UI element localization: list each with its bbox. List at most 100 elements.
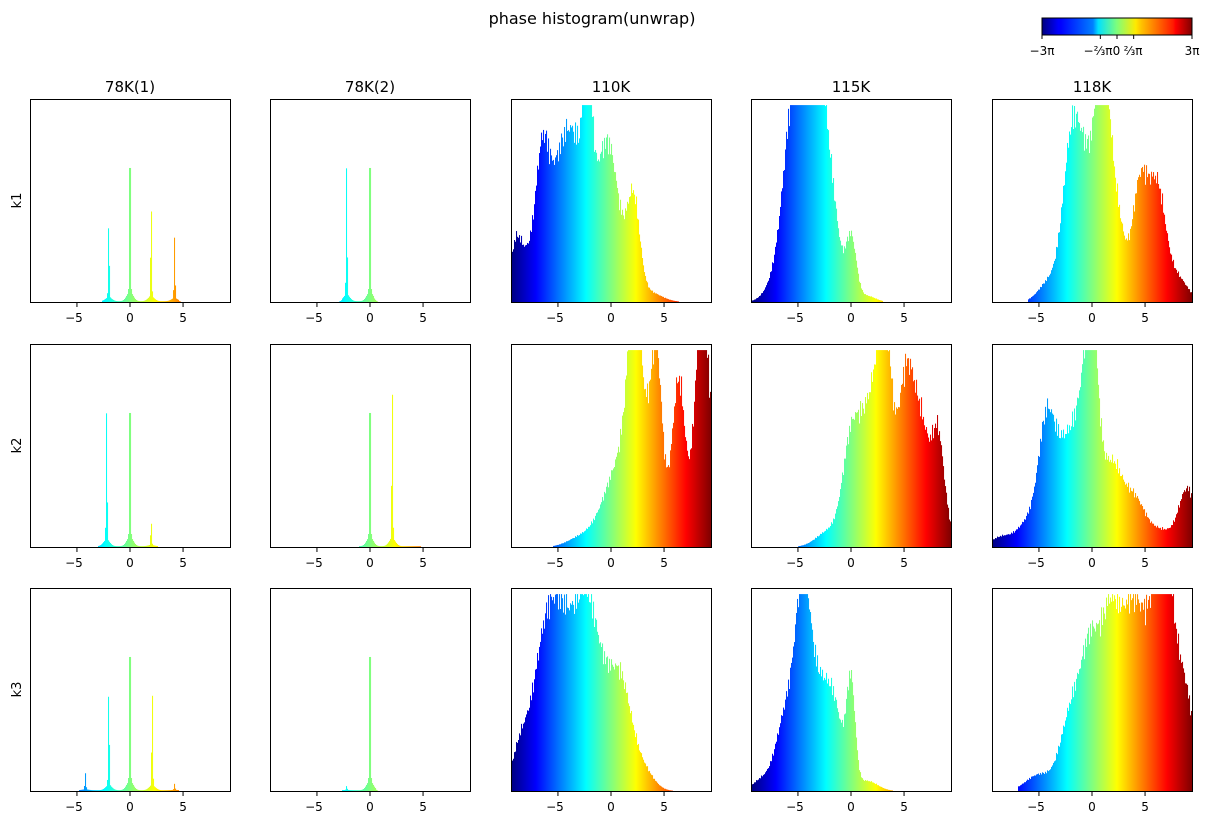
histogram-bin [627, 692, 629, 791]
histogram-bin [1174, 623, 1176, 791]
histogram-bin [846, 241, 848, 302]
histogram-bin [1063, 185, 1065, 302]
histogram-bin [557, 594, 559, 791]
histogram-bin [1177, 512, 1179, 547]
histogram-bin [809, 609, 811, 791]
histogram-bin [853, 695, 855, 791]
histogram-bin [535, 190, 537, 302]
histogram-bin [153, 297, 155, 302]
histogram-bin [101, 544, 103, 547]
histogram-bin [1089, 644, 1091, 791]
histogram-bin [1085, 350, 1087, 547]
histogram-bin [157, 788, 159, 791]
histogram-bin [565, 141, 567, 302]
histogram-bin [857, 750, 859, 791]
histogram-bin [1021, 524, 1023, 547]
histogram-bin [651, 290, 653, 302]
histogram-bin [1090, 350, 1092, 547]
histogram-bin [1150, 522, 1152, 547]
histogram-bin [366, 540, 368, 547]
histogram-bin [381, 546, 383, 547]
histogram-bin [604, 137, 606, 302]
histogram-bin [515, 751, 517, 791]
histogram-bin [1179, 507, 1181, 547]
histogram-bin [1015, 530, 1017, 547]
histogram-bin [892, 790, 894, 791]
histogram-bin [1149, 173, 1151, 302]
histogram-bin [166, 301, 168, 302]
histogram-bin [636, 196, 638, 302]
histogram-bin [864, 780, 866, 791]
histogram-bin [642, 258, 644, 302]
histogram-bin [610, 670, 612, 791]
histogram-bin [104, 788, 106, 791]
histogram-bin [668, 299, 670, 302]
histogram-bin [1061, 207, 1063, 302]
histogram-bin [1047, 398, 1049, 547]
histogram-bin [540, 641, 542, 791]
histogram-bin [658, 294, 660, 302]
histogram-bin [1175, 622, 1177, 791]
histogram-bin [546, 130, 548, 302]
histogram-bin [838, 712, 840, 791]
histogram-bin [171, 789, 173, 791]
histogram-bin [1178, 633, 1180, 791]
histogram-bin [853, 418, 855, 547]
colorbar-tick-label: −⅔π [1084, 44, 1113, 58]
histogram-bin [126, 784, 128, 791]
histogram-bin [666, 467, 668, 547]
histogram-bin [763, 774, 765, 791]
histogram-bin [582, 594, 584, 791]
histogram-bin [631, 350, 633, 547]
histogram-bin [759, 295, 761, 302]
row-label: k3 [10, 682, 25, 698]
histogram-bin [126, 540, 128, 547]
histogram-bin [161, 790, 163, 791]
histogram-bin [702, 350, 704, 547]
histogram-bin [1035, 293, 1037, 302]
histogram-bin [1036, 472, 1038, 547]
histogram-bin [1010, 534, 1012, 547]
histogram-bin [1125, 608, 1127, 791]
x-tick-label: 0 [126, 556, 134, 570]
histogram-bin [1107, 459, 1109, 547]
histogram-bin [783, 707, 785, 791]
histogram-bin [1092, 117, 1094, 302]
histogram-bin [647, 766, 649, 791]
histogram-bin [402, 546, 404, 547]
histogram-bin [607, 656, 609, 791]
histogram-bin [789, 126, 791, 302]
histogram-bin [556, 155, 558, 302]
histogram-bin [1038, 455, 1040, 547]
histogram-bin [879, 786, 881, 791]
histogram-bin [704, 350, 706, 547]
histogram-bin [1030, 509, 1032, 547]
histogram-bin [1169, 594, 1171, 791]
histogram-bin [141, 790, 143, 791]
histogram-bin [1127, 486, 1129, 547]
histogram-bin [144, 546, 146, 547]
histogram-bin [1139, 603, 1141, 791]
histogram-bin [412, 546, 414, 547]
histogram-bin [155, 299, 157, 302]
histogram-bin [531, 231, 533, 302]
histogram-bin [81, 789, 83, 791]
histogram-bin [1023, 783, 1025, 791]
histogram-bin [662, 423, 664, 547]
histogram-bin [156, 788, 158, 791]
histogram-bin [1185, 284, 1187, 302]
histogram-bin [798, 607, 800, 791]
histogram-bin [135, 788, 137, 791]
histogram-bin [127, 294, 129, 302]
histogram-bin [108, 696, 110, 791]
histogram-bin [931, 440, 933, 547]
histogram-bin [648, 771, 650, 791]
histogram-bin [410, 546, 412, 547]
histogram-bin [357, 301, 359, 302]
histogram-bin [1136, 497, 1138, 547]
histogram-bin [634, 194, 636, 302]
histogram-bin [1060, 742, 1062, 791]
x-tick-label: 0 [1088, 556, 1096, 570]
histogram-bin [861, 288, 863, 302]
